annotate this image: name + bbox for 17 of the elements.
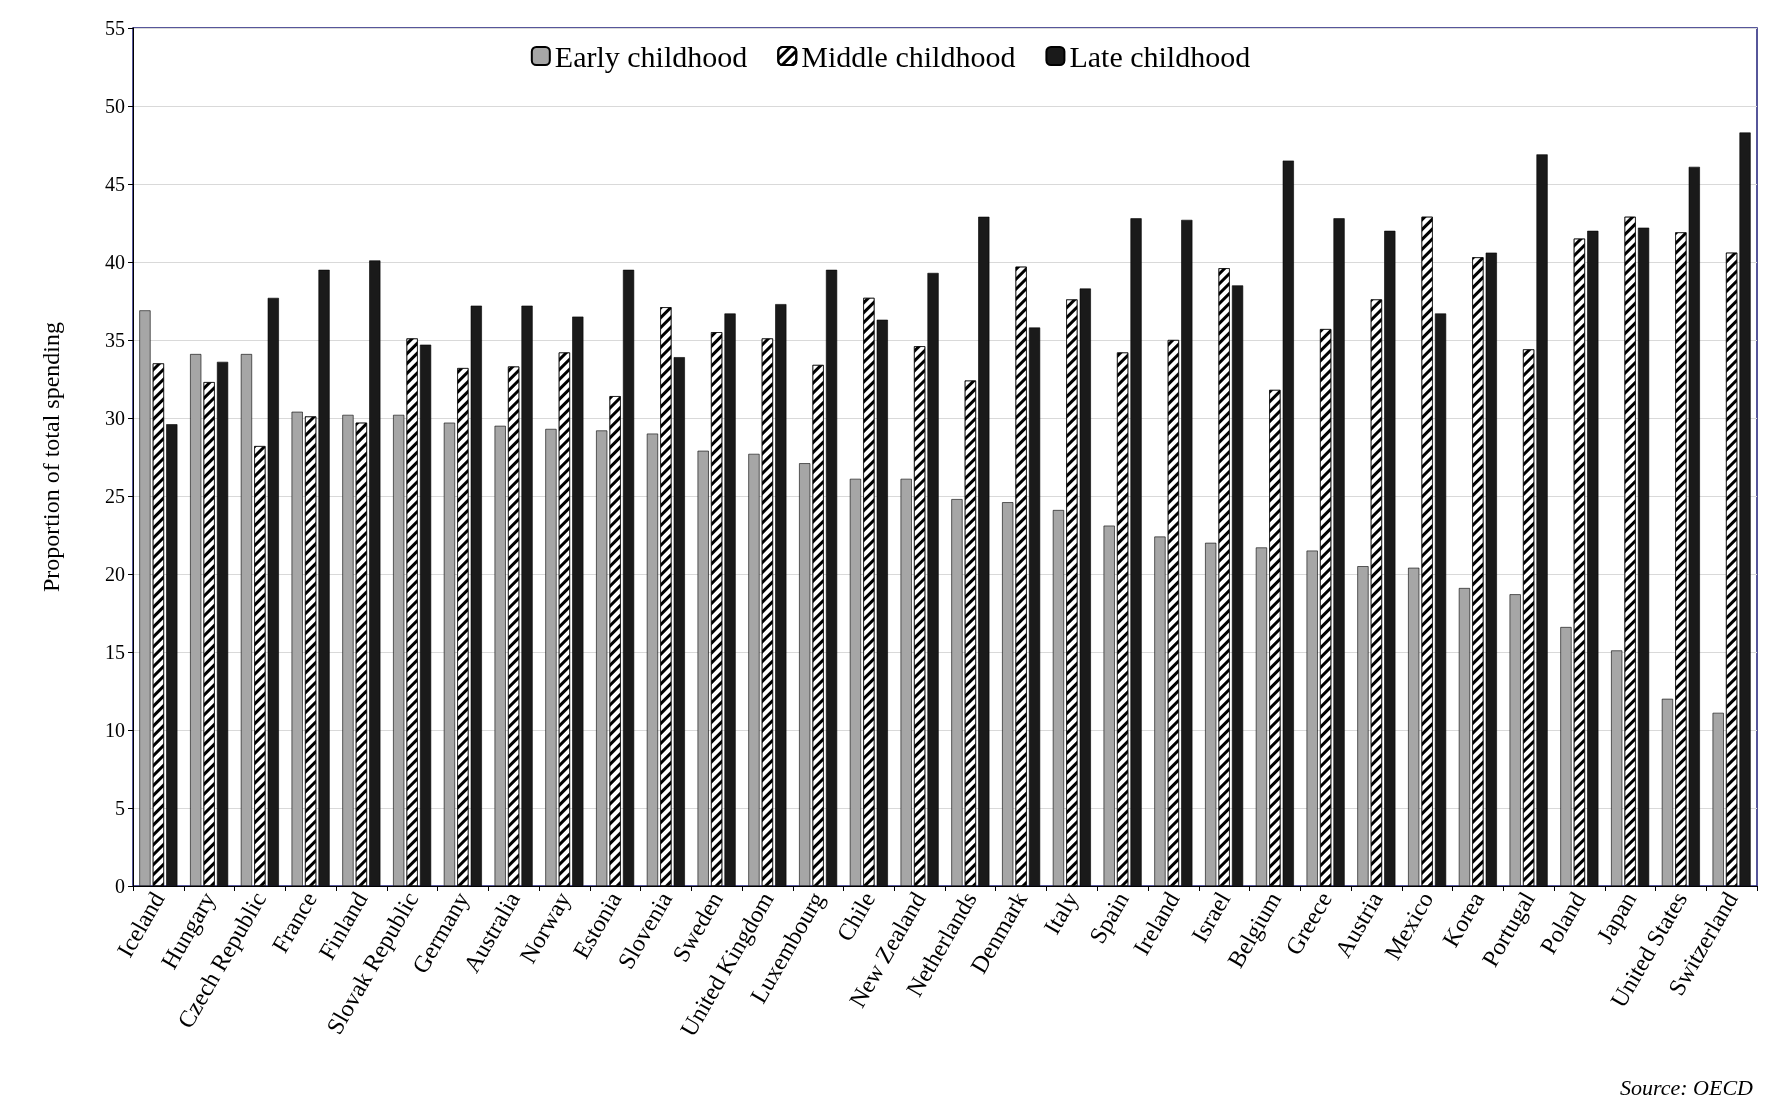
y-tick-label: 40 bbox=[105, 251, 125, 273]
y-tick-label: 30 bbox=[105, 407, 125, 429]
legend-label: Middle childhood bbox=[801, 39, 1016, 73]
y-tick-label: 10 bbox=[105, 719, 125, 741]
y-tick-label: 5 bbox=[115, 797, 125, 819]
y-tick-label: 0 bbox=[115, 875, 125, 897]
legend-label: Late childhood bbox=[1069, 39, 1251, 73]
y-tick-label: 25 bbox=[105, 485, 125, 507]
legend-label: Early childhood bbox=[554, 39, 748, 73]
source-note: Source: OECD bbox=[1620, 1074, 1754, 1100]
y-tick-label: 55 bbox=[105, 17, 125, 39]
y-tick-label: 15 bbox=[105, 641, 125, 663]
y-tick-label: 35 bbox=[105, 329, 125, 351]
y-tick-label: 50 bbox=[105, 95, 125, 117]
y-axis-title: Proportion of total spending bbox=[38, 322, 64, 592]
y-tick-label: 20 bbox=[105, 563, 125, 585]
y-tick-label: 45 bbox=[105, 173, 125, 195]
